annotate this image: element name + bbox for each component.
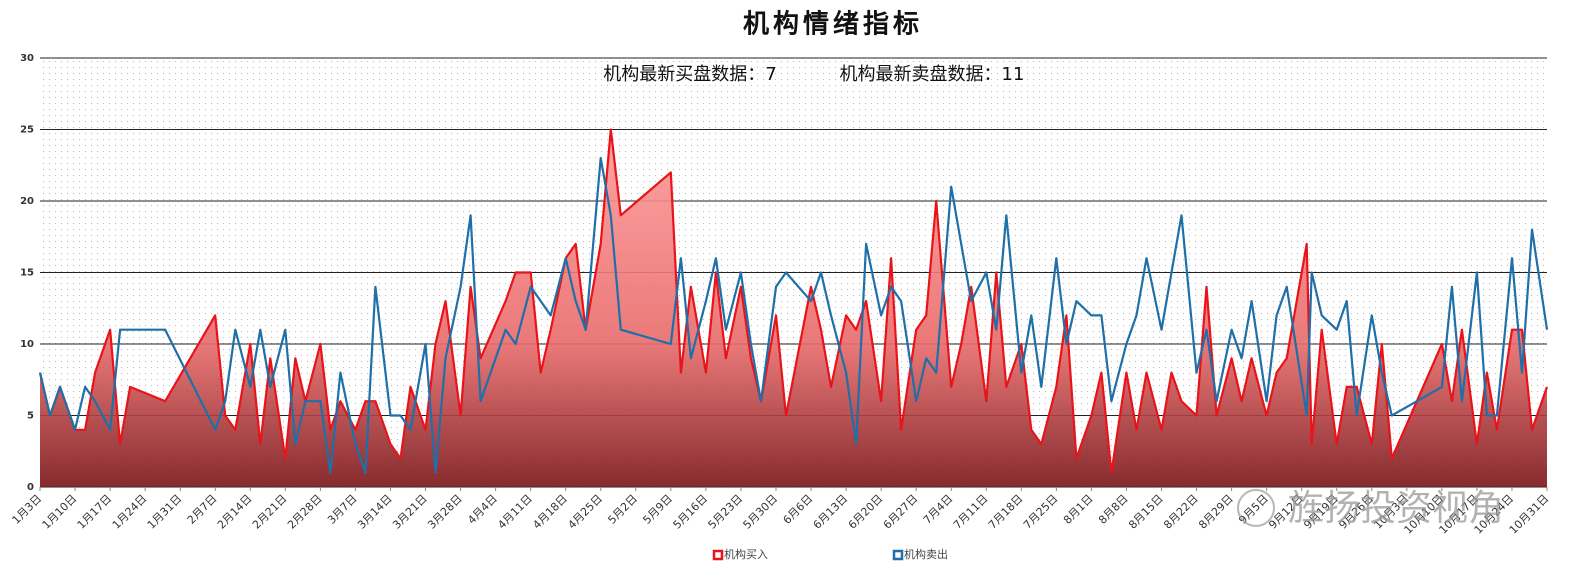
x-tick-label: 2月28日 (285, 492, 325, 532)
x-tick-label: 5月30日 (741, 492, 781, 532)
x-tick-label: 4月25日 (565, 492, 605, 532)
legend: 机构买入 机构卖出 (712, 547, 948, 561)
legend-label: 机构卖出 (904, 547, 948, 561)
line (38, 128, 1549, 474)
x-tick-label: 5月16日 (671, 492, 711, 532)
x-tick-label: 1月24日 (110, 492, 150, 532)
y-tick-label: 20 (20, 196, 34, 207)
x-tick-label: 6月27日 (881, 492, 921, 532)
legend-swatch (892, 549, 904, 561)
annotation: 机构最新买盘数据：7 (603, 64, 776, 85)
y-tick-label: 0 (27, 482, 34, 493)
y-tick-label: 30 (20, 53, 34, 64)
x-tick-label: 5月23日 (706, 492, 746, 532)
x-tick-label: 8月8日 (1096, 492, 1131, 527)
y-tick-label: 10 (20, 339, 34, 350)
x-tick-label: 3月21日 (390, 492, 430, 532)
x-tick-label: 4月4日 (465, 492, 500, 527)
x-tick-label: 2月21日 (250, 492, 290, 532)
chart-title: 机构情绪指标 (743, 9, 923, 40)
legend-swatch (712, 549, 724, 561)
x-tick-label: 8月22日 (1161, 492, 1201, 532)
area (40, 129, 1547, 487)
y-tick-label: 25 (20, 125, 34, 136)
x-tick-label: 6月20日 (846, 492, 886, 532)
line (38, 157, 1549, 474)
x-tick-label: 4月11日 (495, 492, 535, 532)
legend-label: 机构买入 (724, 547, 768, 561)
x-tick-label: 8月15日 (1126, 492, 1166, 532)
x-tick-label: 1月31日 (145, 492, 185, 532)
x-tick-label: 4月18日 (530, 492, 570, 532)
x-tick-label: 2月14日 (215, 492, 255, 532)
x-tick-label: 5月2日 (605, 492, 640, 527)
x-tick-label: 6月6日 (781, 492, 816, 527)
x-tick-label: 3月14日 (355, 492, 395, 532)
x-tick-label: 6月13日 (811, 492, 851, 532)
watermark: 旌扬投资视角 (1288, 488, 1504, 529)
x-tick-label: 1月3日 (10, 492, 45, 527)
x-tick-label: 7月11日 (951, 492, 991, 532)
x-tick-label: 3月7日 (325, 492, 360, 527)
y-tick-label: 5 (27, 411, 34, 422)
x-tick-label: 1月17日 (75, 492, 115, 532)
x-tick-label: 7月25日 (1021, 492, 1061, 532)
y-tick-label: 15 (20, 268, 34, 279)
x-tick-label: 1月10日 (40, 492, 80, 532)
annotation: 机构最新卖盘数据：11 (840, 64, 1025, 85)
x-tick-label: 7月18日 (986, 492, 1026, 532)
x-tick-label: 8月29日 (1196, 492, 1236, 532)
watermark-icon (1237, 489, 1275, 527)
x-tick-label: 2月7日 (185, 492, 220, 527)
x-tick-label: 3月28日 (425, 492, 465, 532)
x-tick-label: 8月1日 (1061, 492, 1096, 527)
x-tick-label: 5月9日 (640, 492, 675, 527)
x-tick-label: 7月4日 (921, 492, 956, 527)
